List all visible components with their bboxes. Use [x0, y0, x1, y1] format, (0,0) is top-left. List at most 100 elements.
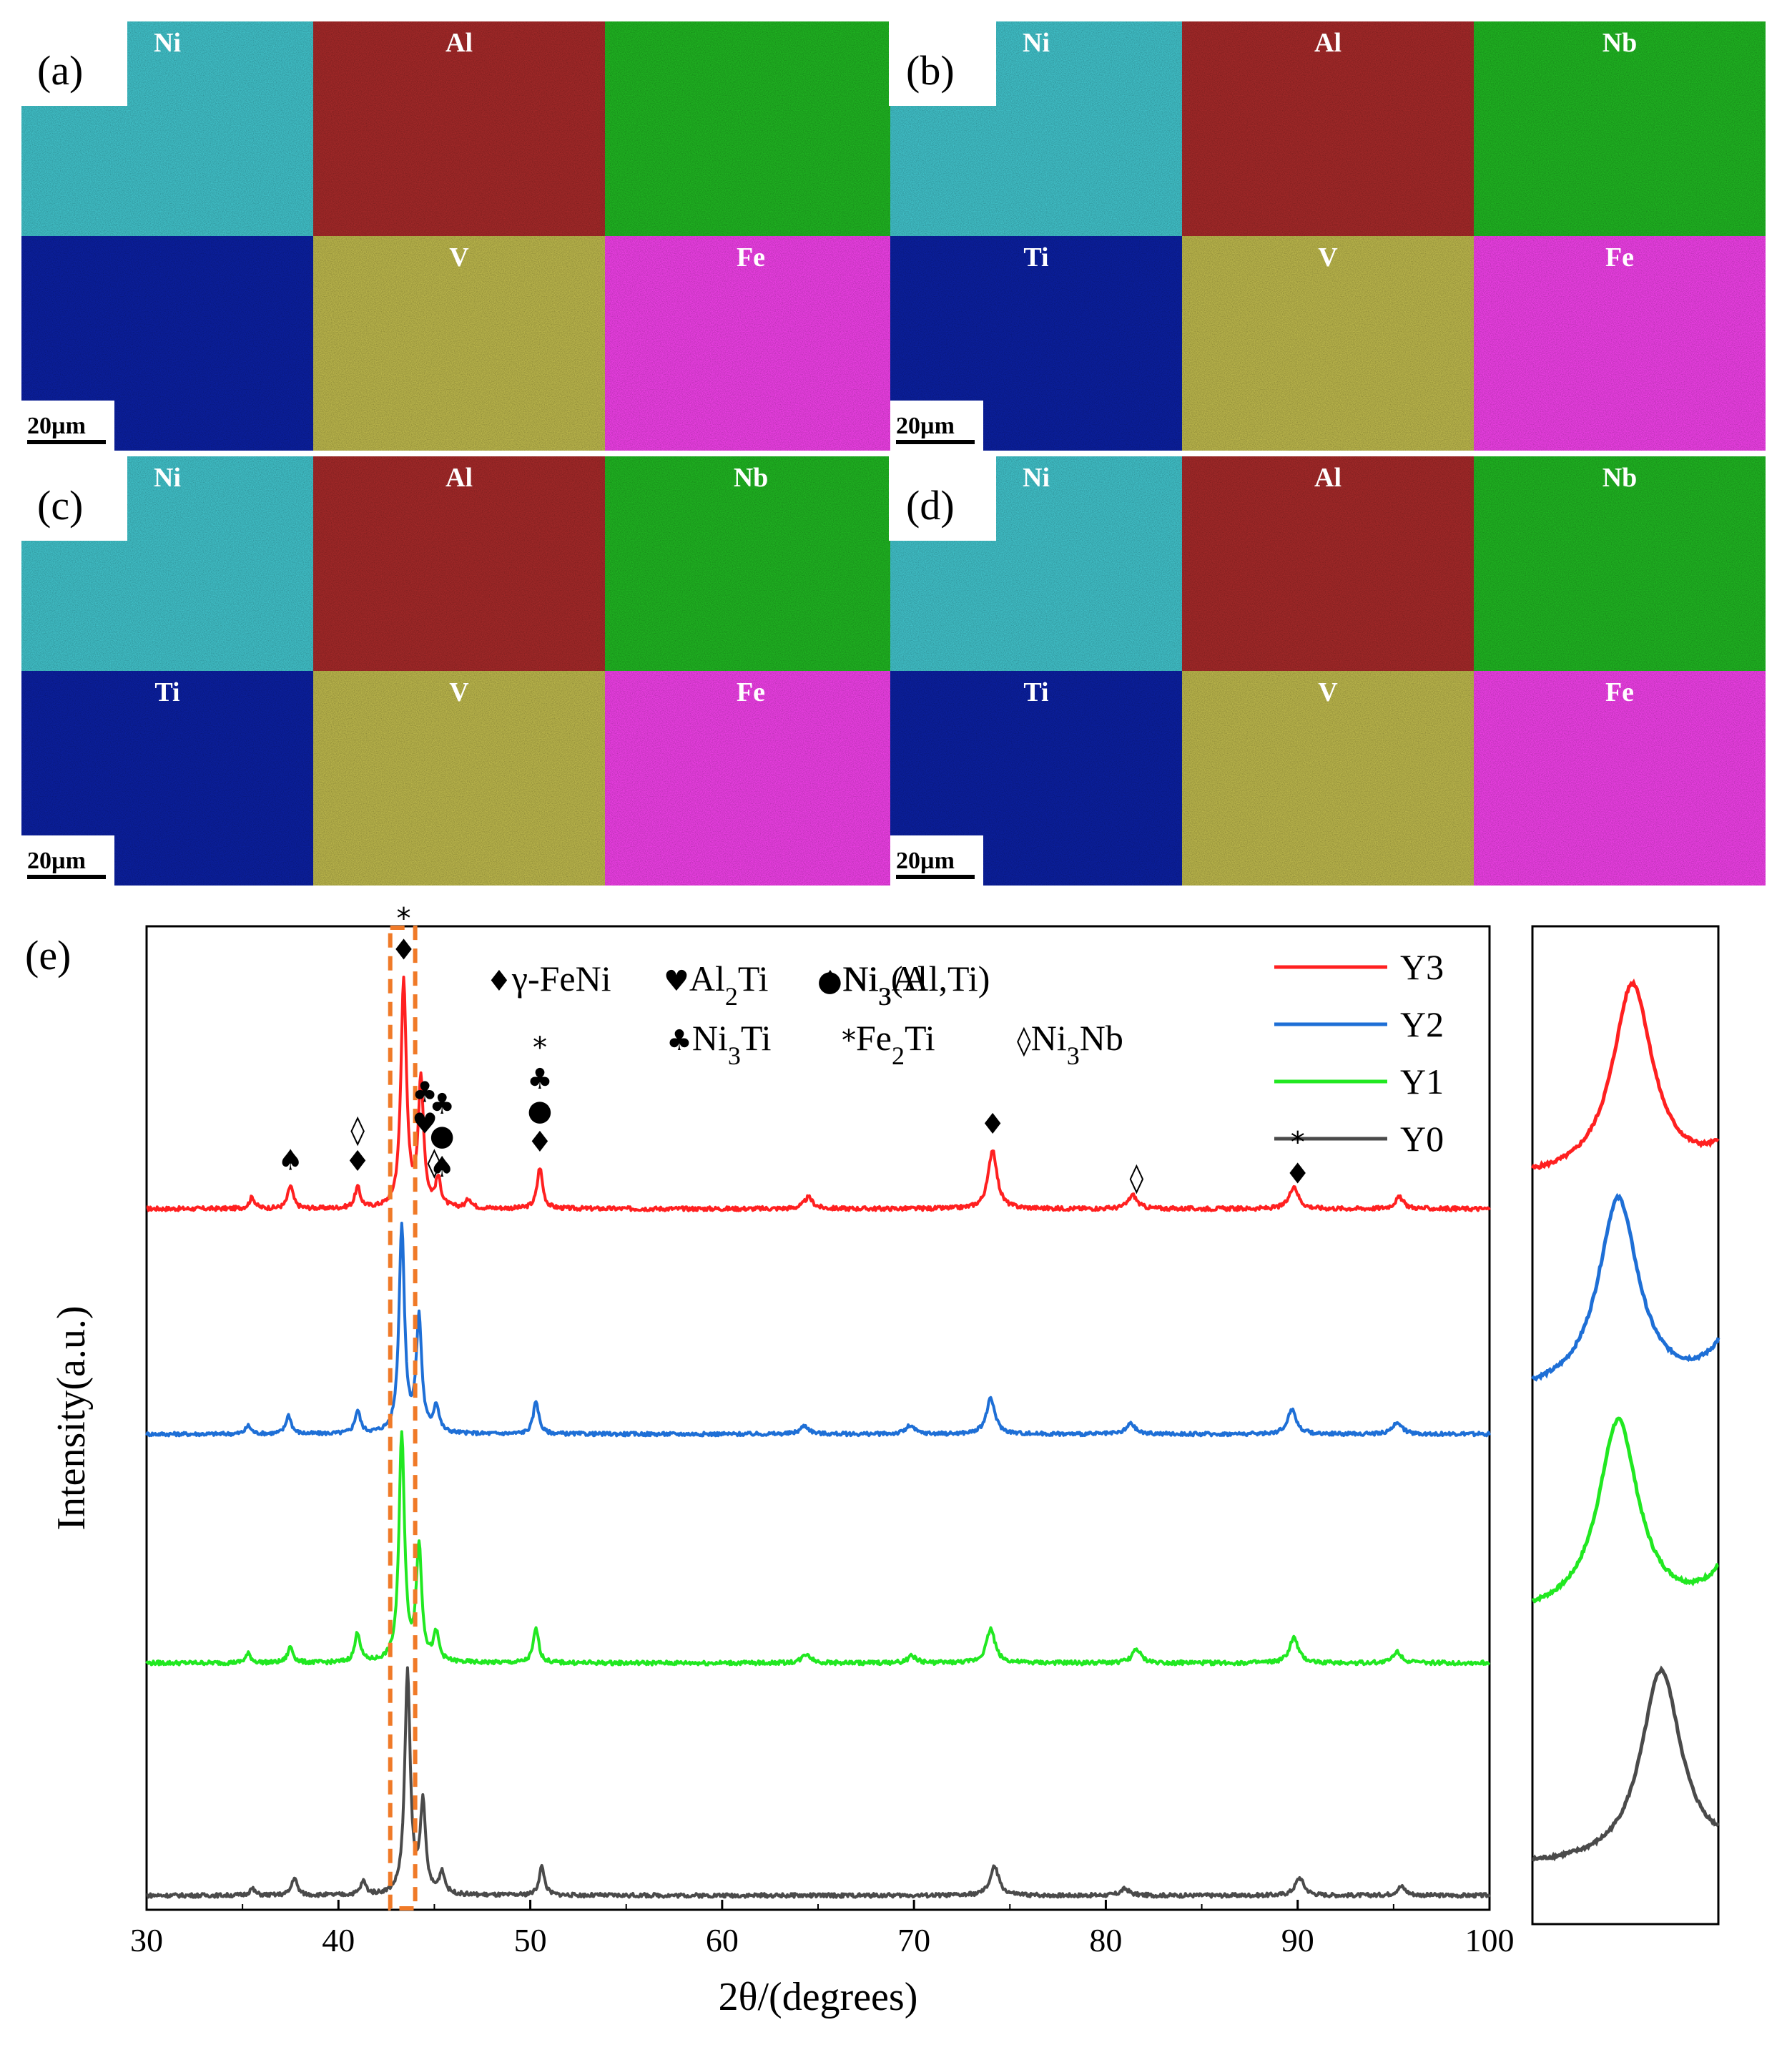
- map-tile-label: Nb: [1603, 463, 1638, 493]
- peak-marker: *: [1291, 1127, 1305, 1159]
- map-tile-texture: [313, 456, 605, 671]
- x-tick-label: 60: [706, 1922, 739, 1958]
- map-tile-label: Fe: [1605, 242, 1634, 273]
- phase-legend-item: ♣Ni3Ti: [666, 1018, 772, 1070]
- map-tile-label: Ni: [154, 28, 181, 58]
- map-tile-label: V: [449, 677, 469, 707]
- map-tile-label: Fe: [737, 677, 765, 707]
- map-tile-label: Ti: [154, 677, 179, 707]
- peak-marker: ♠: [277, 1144, 303, 1177]
- map-tile-label: Ti: [1023, 677, 1048, 707]
- map-tile-texture: [605, 236, 897, 451]
- map-tile-label: Nb: [1603, 28, 1638, 58]
- map-tile-label: Nb: [734, 463, 769, 493]
- map-tile-label: Al: [1314, 28, 1341, 58]
- map-tile-texture: [1182, 21, 1474, 236]
- map-panel-c: Ni Al Nb Ti V Fe (c) 20µm: [20, 455, 897, 886]
- map-tile-texture: [1182, 236, 1474, 451]
- panel-label: (d): [906, 482, 955, 529]
- peak-marker: ♦: [1285, 1158, 1311, 1191]
- peak-markers: ♠ ♦◊♦*♥♣◊♠●♣♦●♣*♦◊ ♦*: [277, 902, 1310, 1195]
- map-tile-label: Fe: [737, 242, 765, 273]
- peak-marker: ♣: [527, 1063, 553, 1096]
- map-panel-b: Ni Al Nb Ti V Fe (b) 20µm: [889, 20, 1766, 451]
- map-tile-texture: [605, 671, 897, 886]
- phase-legend-item: ♦γ-FeNi: [486, 958, 611, 999]
- peak-marker: ●: [430, 1119, 455, 1152]
- peak-marker: ♠: [429, 1151, 455, 1184]
- elemental-maps: Ni Al V Fe (a) 20µm Ni Al Nb Ti V Fe (b) 20µm Ni Al Nb Ti…: [20, 20, 1766, 886]
- panel-label: (a): [37, 47, 83, 94]
- scale-bar-label: 20µm: [27, 848, 86, 874]
- map-tile-texture: [1474, 671, 1766, 886]
- map-tile-label: Ni: [1023, 28, 1050, 58]
- legend-label-y0: Y0: [1400, 1119, 1444, 1159]
- x-tick-label: 70: [897, 1922, 930, 1958]
- scale-bar-label: 20µm: [896, 413, 955, 439]
- peak-marker: ●: [528, 1094, 553, 1127]
- peak-marker: ♥: [412, 1107, 438, 1140]
- map-tile-label: Ni: [1023, 463, 1050, 493]
- peak-marker: ♦: [980, 1108, 1005, 1141]
- map-tile-texture: [1182, 456, 1474, 671]
- peak-marker: ♦: [391, 933, 417, 966]
- peak-marker: ♣: [429, 1088, 455, 1121]
- map-tile-texture: [313, 21, 605, 236]
- legend-label-y3: Y3: [1400, 947, 1444, 987]
- peak-marker: *: [397, 902, 411, 935]
- map-tile-texture: [605, 21, 897, 236]
- scale-bar-label: 20µm: [896, 848, 955, 874]
- panel-label-box: [20, 455, 127, 541]
- map-panel-a: Ni Al V Fe (a) 20µm: [20, 20, 897, 451]
- phase-legend-item: *Fe2Ti: [842, 1018, 935, 1070]
- panel-label: (b): [906, 47, 955, 94]
- panel-label-box: [889, 455, 996, 541]
- phase-legend-item: ♥Al2Ti: [664, 958, 769, 1011]
- phase-legend-item: ●Ni3(Al,Ti): [817, 958, 990, 1011]
- panel-label-box: [20, 20, 127, 106]
- phase-legend-item: ◊Ni3Nb: [1017, 1018, 1123, 1070]
- x-tick-label: 30: [130, 1922, 163, 1958]
- map-tile-texture: [1474, 21, 1766, 236]
- panel-label-e: (e): [25, 932, 71, 978]
- map-tile-texture: [313, 236, 605, 451]
- peak-marker: *: [533, 1031, 547, 1064]
- peak-marker: ◊: [350, 1114, 365, 1147]
- series-line-y1: [145, 1430, 1491, 1667]
- map-panel-d: Ni Al Nb Ti V Fe (d) 20µm: [889, 455, 1766, 886]
- phase-legend-item: ♠Ni3Al: [817, 958, 927, 1011]
- panel-label: (c): [37, 482, 83, 529]
- x-tick-label: 50: [514, 1922, 547, 1958]
- map-tile-texture: [1182, 671, 1474, 886]
- series-line-y2: [145, 1222, 1491, 1438]
- peak-marker: ◊: [1129, 1162, 1143, 1195]
- series-line-y3: [146, 976, 1491, 1212]
- map-tile-texture: [313, 671, 605, 886]
- map-tile-label: V: [1318, 677, 1338, 707]
- peak-marker: ◊: [428, 1146, 442, 1179]
- inset-line-y1: [1531, 1416, 1719, 1604]
- map-tile-label: Fe: [1605, 677, 1634, 707]
- map-tile-label: V: [449, 242, 469, 273]
- highlight-box: [388, 926, 418, 1911]
- peak-marker: ♦: [345, 1145, 370, 1178]
- inset-line-y0: [1532, 1665, 1720, 1862]
- map-tile-texture: [605, 456, 897, 671]
- panel-label-box: [889, 20, 996, 106]
- legend-label-y2: Y2: [1400, 1004, 1444, 1044]
- series-line-y0: [146, 1666, 1491, 1899]
- x-tick-label: 90: [1281, 1922, 1314, 1958]
- y-axis-title: Intensity(a.u.): [49, 1305, 94, 1530]
- map-tile-texture: [1474, 456, 1766, 671]
- x-tick-label: 100: [1465, 1922, 1515, 1958]
- series-legend: Y3 Y2 Y1 Y0: [1274, 947, 1444, 1159]
- map-tile-label: V: [1318, 242, 1338, 273]
- x-tick-label: 80: [1089, 1922, 1122, 1958]
- scale-bar-label: 20µm: [27, 413, 86, 439]
- map-tile-label: Al: [445, 28, 473, 58]
- xrd-chart: 30 40 50 60 70 80 90 100 2θ/(degrees) Intensity(a…: [25, 902, 1720, 2019]
- inset-line-y3: [1530, 978, 1720, 1171]
- inset-line-y2: [1531, 1192, 1720, 1382]
- phase-legend: ♦γ-FeNi ♥Al2Ti ♠Ni3Al●Ni3(Al,Ti) ♣Ni3Ti *Fe2…: [486, 958, 1123, 1070]
